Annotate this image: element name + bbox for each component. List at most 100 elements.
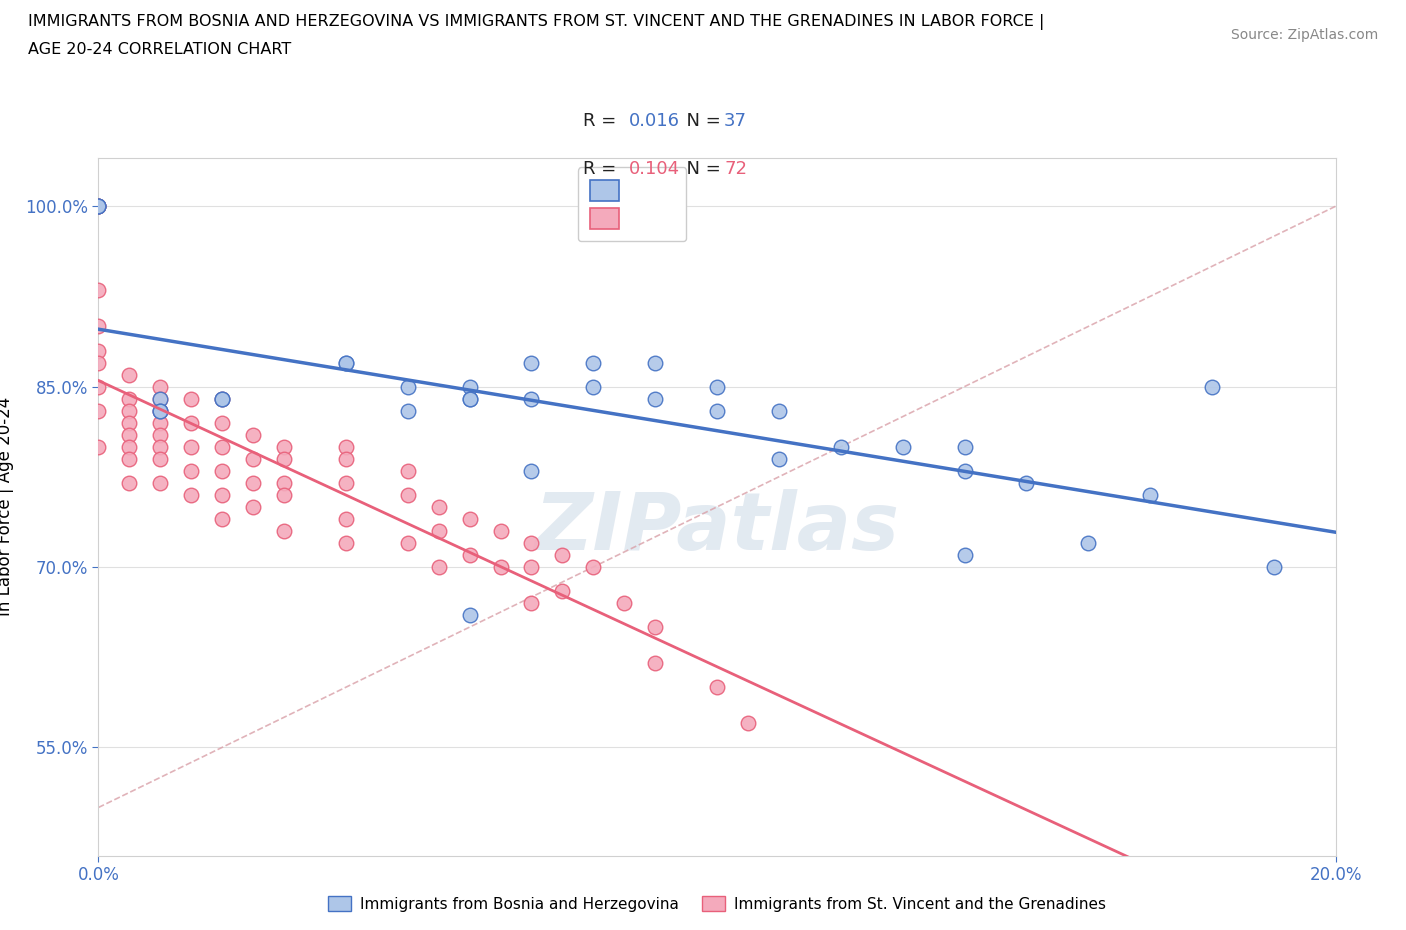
Point: [118, 439, 141, 454]
Point: [87, 355, 110, 370]
Point: [273, 475, 295, 490]
Point: [149, 404, 172, 418]
Point: [396, 379, 419, 394]
Point: [149, 404, 172, 418]
Point: [149, 392, 172, 406]
Point: [1139, 487, 1161, 502]
Point: [1015, 475, 1038, 490]
Point: [149, 392, 172, 406]
Point: [242, 499, 264, 514]
Point: [551, 548, 574, 563]
Point: [335, 355, 357, 370]
Point: [335, 512, 357, 526]
Point: [211, 487, 233, 502]
Point: [644, 656, 666, 671]
Text: IMMIGRANTS FROM BOSNIA AND HERZEGOVINA VS IMMIGRANTS FROM ST. VINCENT AND THE GR: IMMIGRANTS FROM BOSNIA AND HERZEGOVINA V…: [28, 14, 1045, 30]
Point: [706, 680, 728, 695]
Point: [953, 548, 976, 563]
Point: [1077, 536, 1099, 551]
Point: [118, 451, 141, 466]
Point: [582, 560, 605, 575]
Point: [520, 463, 543, 478]
Point: [211, 463, 233, 478]
Point: [211, 415, 233, 430]
Point: [1201, 379, 1223, 394]
Point: [458, 392, 481, 406]
Point: [891, 439, 914, 454]
Point: [706, 379, 728, 394]
Point: [87, 283, 110, 298]
Point: [118, 475, 141, 490]
Point: [180, 392, 202, 406]
Text: 72: 72: [724, 160, 747, 179]
Legend: Immigrants from Bosnia and Herzegovina, Immigrants from St. Vincent and the Gren: Immigrants from Bosnia and Herzegovina, …: [322, 889, 1112, 918]
Point: [180, 415, 202, 430]
Point: [149, 451, 172, 466]
Point: [953, 439, 976, 454]
Point: [180, 463, 202, 478]
Point: [149, 427, 172, 442]
Point: [211, 512, 233, 526]
Text: R =: R =: [583, 112, 623, 130]
Point: [953, 463, 976, 478]
Point: [551, 584, 574, 599]
Text: N =: N =: [675, 160, 727, 179]
Point: [87, 379, 110, 394]
Point: [396, 463, 419, 478]
Point: [613, 595, 636, 610]
Text: ZIPatlas: ZIPatlas: [534, 489, 900, 566]
Point: [87, 319, 110, 334]
Point: [458, 379, 481, 394]
Point: [149, 404, 172, 418]
Point: [211, 439, 233, 454]
Point: [335, 439, 357, 454]
Point: [149, 439, 172, 454]
Point: [118, 415, 141, 430]
Y-axis label: In Labor Force | Age 20-24: In Labor Force | Age 20-24: [0, 397, 14, 617]
Point: [458, 512, 481, 526]
Point: [118, 404, 141, 418]
Point: [273, 439, 295, 454]
Point: [335, 536, 357, 551]
Text: AGE 20-24 CORRELATION CHART: AGE 20-24 CORRELATION CHART: [28, 42, 291, 57]
Point: [211, 392, 233, 406]
Point: [242, 475, 264, 490]
Point: [335, 475, 357, 490]
Point: [458, 607, 481, 622]
Text: Source: ZipAtlas.com: Source: ZipAtlas.com: [1230, 28, 1378, 42]
Point: [489, 524, 512, 538]
Point: [520, 560, 543, 575]
Point: [520, 392, 543, 406]
Point: [87, 199, 110, 214]
Point: [582, 379, 605, 394]
Point: [180, 439, 202, 454]
Point: [118, 367, 141, 382]
Text: R =: R =: [583, 160, 623, 179]
Point: [87, 199, 110, 214]
Point: [180, 487, 202, 502]
Point: [706, 404, 728, 418]
Point: [87, 199, 110, 214]
Point: [458, 392, 481, 406]
Point: [87, 199, 110, 214]
Point: [242, 427, 264, 442]
Point: [489, 560, 512, 575]
Point: [149, 379, 172, 394]
Point: [149, 415, 172, 430]
Point: [273, 524, 295, 538]
Point: [427, 524, 450, 538]
Point: [830, 439, 852, 454]
Point: [644, 392, 666, 406]
Point: [273, 487, 295, 502]
Point: [211, 392, 233, 406]
Point: [273, 451, 295, 466]
Point: [335, 355, 357, 370]
Point: [87, 199, 110, 214]
Point: [427, 560, 450, 575]
Point: [458, 548, 481, 563]
Point: [87, 343, 110, 358]
Point: [520, 536, 543, 551]
Point: [118, 392, 141, 406]
Point: [768, 404, 790, 418]
Point: [644, 619, 666, 634]
